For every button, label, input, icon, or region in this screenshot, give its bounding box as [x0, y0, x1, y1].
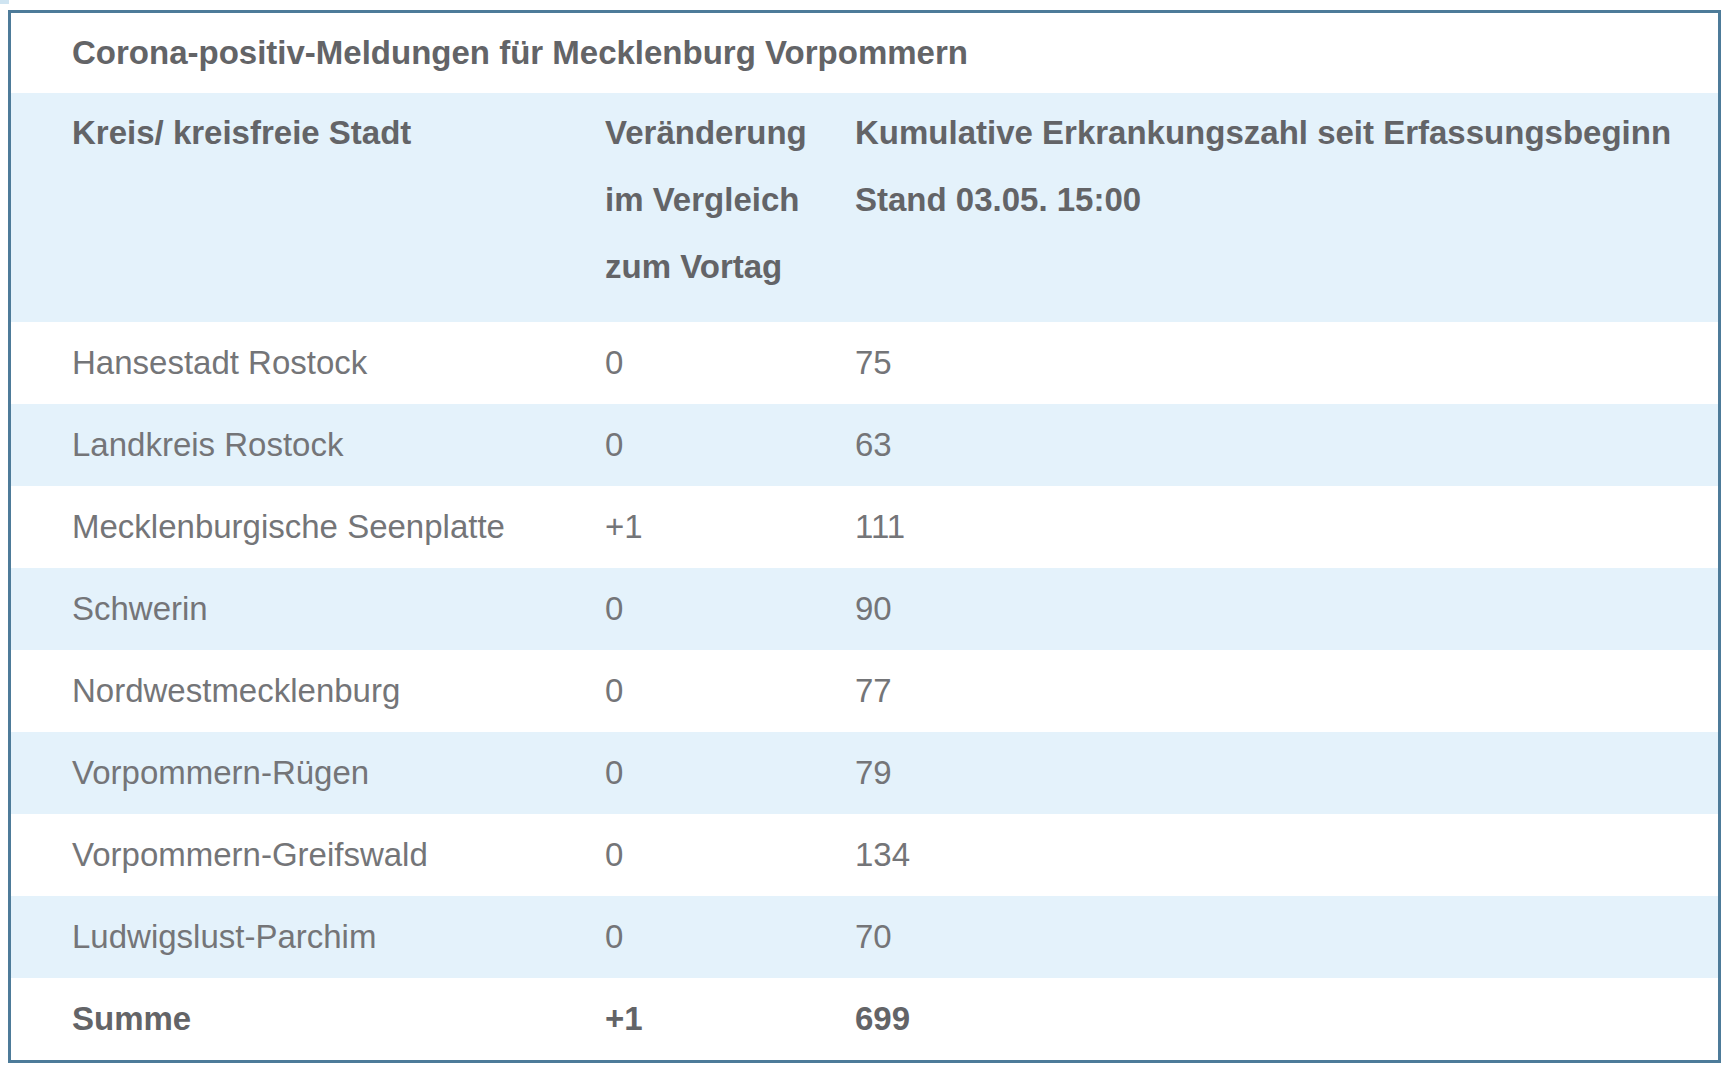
table-row: Vorpommern-Greifswald 0 134 [11, 814, 1718, 896]
total-cell: 70 [855, 918, 1718, 956]
table-row: Ludwigslust-Parchim 0 70 [11, 896, 1718, 978]
change-cell: 0 [605, 754, 855, 792]
change-cell: 0 [605, 590, 855, 628]
table-title-row: Corona-positiv-Meldungen für Mecklenburg… [11, 13, 1718, 93]
table-header-row: Kreis/ kreisfreie Stadt Veränderung im V… [11, 93, 1718, 322]
column-header-veraenderung-line2: im Vergleich [605, 166, 855, 233]
kreis-cell: Ludwigslust-Parchim [11, 918, 605, 956]
change-cell: 0 [605, 672, 855, 710]
column-header-kumulativ: Kumulative Erkrankungszahl seit Erfassun… [855, 99, 1718, 300]
column-header-kumulativ-line1: Kumulative Erkrankungszahl seit Erfassun… [855, 99, 1694, 166]
total-cell: 79 [855, 754, 1718, 792]
corner-artifact [0, 0, 9, 4]
column-header-kumulativ-line2: Stand 03.05. 15:00 [855, 166, 1694, 233]
kreis-cell: Mecklenburgische Seenplatte [11, 508, 605, 546]
kreis-cell: Vorpommern-Greifswald [11, 836, 605, 874]
total-cell: 75 [855, 344, 1718, 382]
change-cell: 0 [605, 836, 855, 874]
column-header-veraenderung-line3: zum Vortag [605, 233, 855, 300]
summary-change: +1 [605, 1000, 855, 1038]
table-row: Mecklenburgische Seenplatte +1 111 [11, 486, 1718, 568]
table-row: Hansestadt Rostock 0 75 [11, 322, 1718, 404]
table-row: Vorpommern-Rügen 0 79 [11, 732, 1718, 814]
table-title: Corona-positiv-Meldungen für Mecklenburg… [72, 34, 968, 72]
total-cell: 63 [855, 426, 1718, 464]
kreis-cell: Landkreis Rostock [11, 426, 605, 464]
change-cell: +1 [605, 508, 855, 546]
kreis-cell: Schwerin [11, 590, 605, 628]
table-row: Schwerin 0 90 [11, 568, 1718, 650]
kreis-cell: Hansestadt Rostock [11, 344, 605, 382]
column-header-veraenderung: Veränderung im Vergleich zum Vortag [605, 99, 855, 300]
change-cell: 0 [605, 426, 855, 464]
kreis-cell: Nordwestmecklenburg [11, 672, 605, 710]
total-cell: 111 [855, 508, 1718, 546]
column-header-veraenderung-line1: Veränderung [605, 99, 855, 166]
kreis-cell: Vorpommern-Rügen [11, 754, 605, 792]
summary-label: Summe [11, 1000, 605, 1038]
total-cell: 134 [855, 836, 1718, 874]
summary-row: Summe +1 699 [11, 978, 1718, 1060]
total-cell: 90 [855, 590, 1718, 628]
change-cell: 0 [605, 344, 855, 382]
table-row: Nordwestmecklenburg 0 77 [11, 650, 1718, 732]
page: { "page": { "title": "Corona-positiv-Mel… [0, 0, 1736, 1084]
total-cell: 77 [855, 672, 1718, 710]
change-cell: 0 [605, 918, 855, 956]
column-header-kreis: Kreis/ kreisfreie Stadt [11, 99, 605, 300]
corona-table: Corona-positiv-Meldungen für Mecklenburg… [8, 10, 1721, 1063]
table-row: Landkreis Rostock 0 63 [11, 404, 1718, 486]
summary-total: 699 [855, 1000, 1718, 1038]
